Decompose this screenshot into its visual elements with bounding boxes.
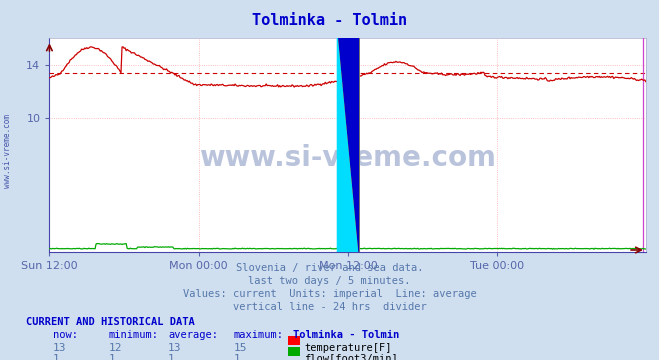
- Text: vertical line - 24 hrs  divider: vertical line - 24 hrs divider: [233, 302, 426, 312]
- Text: 15: 15: [234, 343, 247, 353]
- Text: average:: average:: [168, 330, 218, 341]
- Polygon shape: [337, 24, 360, 265]
- Polygon shape: [337, 24, 360, 265]
- Text: minimum:: minimum:: [109, 330, 159, 341]
- Text: www.si-vreme.com: www.si-vreme.com: [3, 114, 13, 188]
- Text: flow[foot3/min]: flow[foot3/min]: [304, 354, 398, 360]
- Text: temperature[F]: temperature[F]: [304, 343, 392, 353]
- Text: 1: 1: [53, 354, 59, 360]
- Text: Tolminka - Tolmin: Tolminka - Tolmin: [293, 330, 399, 341]
- Text: 13: 13: [168, 343, 181, 353]
- Text: 1: 1: [109, 354, 115, 360]
- Text: CURRENT AND HISTORICAL DATA: CURRENT AND HISTORICAL DATA: [26, 317, 195, 327]
- Text: 1: 1: [168, 354, 175, 360]
- Text: 13: 13: [53, 343, 66, 353]
- Text: now:: now:: [53, 330, 78, 341]
- Text: Slovenia / river and sea data.: Slovenia / river and sea data.: [236, 263, 423, 273]
- Text: 1: 1: [234, 354, 241, 360]
- Text: maximum:: maximum:: [234, 330, 284, 341]
- Text: Tolminka - Tolmin: Tolminka - Tolmin: [252, 13, 407, 28]
- Text: 12: 12: [109, 343, 122, 353]
- Text: last two days / 5 minutes.: last two days / 5 minutes.: [248, 276, 411, 286]
- Bar: [337, 24, 360, 265]
- Text: Values: current  Units: imperial  Line: average: Values: current Units: imperial Line: av…: [183, 289, 476, 300]
- Text: www.si-vreme.com: www.si-vreme.com: [199, 144, 496, 172]
